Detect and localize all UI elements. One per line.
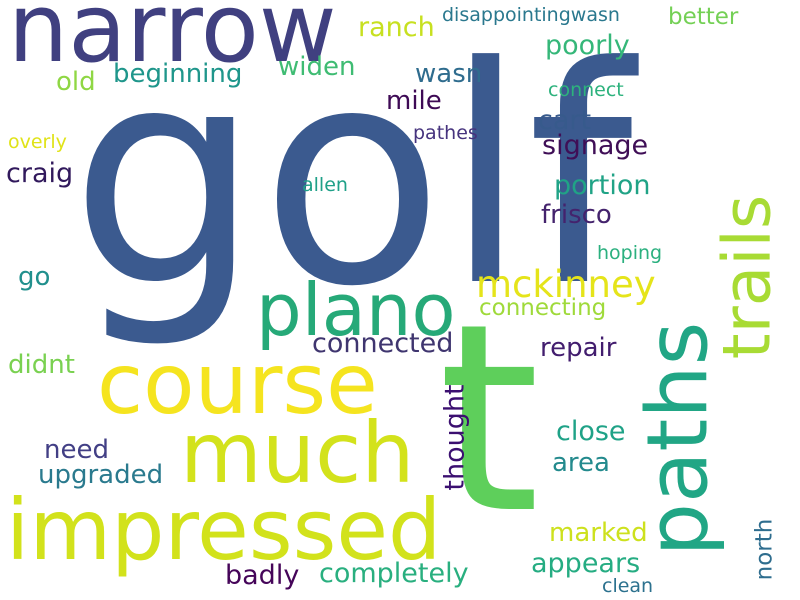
word: course: [97, 335, 378, 433]
word: golf: [70, 3, 633, 352]
word: need: [44, 435, 109, 465]
word: close: [556, 416, 626, 447]
word: portion: [554, 170, 651, 201]
word: widen: [278, 52, 356, 82]
word: connect: [548, 79, 624, 101]
word: poorly: [545, 30, 630, 61]
word: trails: [708, 194, 786, 360]
word: connecting: [479, 295, 607, 321]
word: thought: [439, 384, 471, 491]
word: disappointingwasn: [442, 4, 620, 26]
word: t: [438, 269, 540, 571]
word: much: [180, 404, 415, 502]
word: completely: [319, 558, 469, 589]
word: marked: [549, 518, 648, 548]
word: signage: [542, 130, 649, 161]
word: better: [668, 4, 739, 30]
word: area: [552, 448, 610, 478]
word: narrow: [8, 0, 337, 84]
word: go: [18, 262, 51, 292]
word: appears: [531, 548, 641, 579]
word: mckinney: [476, 263, 656, 306]
word: clean: [602, 575, 654, 597]
word: overly: [8, 131, 67, 153]
word: didnt: [8, 350, 75, 380]
word: repair: [540, 333, 617, 363]
word: cart: [538, 105, 592, 136]
word: north: [751, 518, 778, 581]
word: ranch: [358, 12, 435, 43]
word: connected: [312, 328, 454, 359]
word: beginning: [113, 59, 243, 89]
word: allen: [302, 174, 348, 196]
word: old: [56, 67, 96, 97]
word: impressed: [6, 481, 442, 579]
word: mile: [386, 86, 442, 116]
word: craig: [6, 158, 74, 189]
word: pathes: [413, 122, 478, 144]
word: frisco: [541, 200, 612, 230]
word: upgraded: [38, 460, 164, 490]
word: badly: [225, 560, 300, 591]
word: hoping: [597, 242, 663, 264]
word: wasn: [415, 59, 483, 89]
word: plano: [256, 268, 456, 352]
word: paths: [628, 321, 727, 557]
